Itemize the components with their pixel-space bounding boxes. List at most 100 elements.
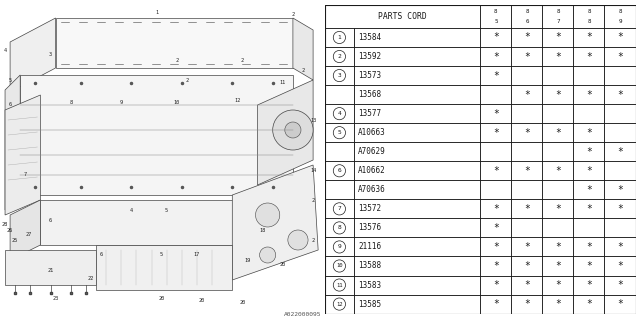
Text: *: * xyxy=(493,128,499,138)
Bar xyxy=(480,5,511,28)
Bar xyxy=(543,47,573,66)
Text: 2: 2 xyxy=(312,237,315,243)
Bar xyxy=(543,28,573,47)
Text: 11: 11 xyxy=(280,79,286,84)
Bar xyxy=(511,104,543,123)
Bar xyxy=(573,237,605,256)
Text: 12: 12 xyxy=(336,301,342,307)
Text: *: * xyxy=(617,299,623,309)
Bar xyxy=(605,123,636,142)
Bar xyxy=(354,142,480,161)
Bar xyxy=(325,161,354,180)
Text: 2: 2 xyxy=(301,68,305,73)
Bar xyxy=(543,66,573,85)
Bar xyxy=(325,123,354,142)
Bar xyxy=(511,218,543,237)
Bar xyxy=(354,28,480,47)
Bar xyxy=(354,47,480,66)
Bar xyxy=(543,256,573,276)
Text: 8: 8 xyxy=(69,100,72,105)
Text: 8: 8 xyxy=(494,9,497,14)
Text: 20: 20 xyxy=(239,300,246,305)
Polygon shape xyxy=(96,245,232,290)
Bar xyxy=(543,180,573,199)
Bar xyxy=(354,218,480,237)
Text: *: * xyxy=(586,280,592,290)
Bar xyxy=(511,28,543,47)
Text: *: * xyxy=(493,280,499,290)
Bar xyxy=(325,142,354,161)
Bar xyxy=(573,85,605,104)
Text: *: * xyxy=(493,204,499,214)
Text: *: * xyxy=(524,204,530,214)
Polygon shape xyxy=(10,200,40,260)
Text: 8: 8 xyxy=(618,9,621,14)
Text: 26: 26 xyxy=(7,228,13,233)
Bar xyxy=(573,256,605,276)
Bar xyxy=(480,47,511,66)
Text: 10: 10 xyxy=(336,263,342,268)
Bar xyxy=(573,218,605,237)
Circle shape xyxy=(260,247,276,263)
Text: 2: 2 xyxy=(186,77,188,83)
Text: 13583: 13583 xyxy=(358,281,381,290)
Text: *: * xyxy=(524,52,530,61)
Text: 4: 4 xyxy=(337,111,341,116)
Text: 4: 4 xyxy=(3,47,6,52)
Text: *: * xyxy=(586,242,592,252)
Bar xyxy=(480,66,511,85)
Text: *: * xyxy=(493,71,499,81)
Bar xyxy=(480,85,511,104)
Text: *: * xyxy=(586,261,592,271)
Text: *: * xyxy=(493,52,499,61)
Bar xyxy=(511,142,543,161)
Text: 2: 2 xyxy=(337,54,341,59)
Text: 28: 28 xyxy=(2,222,8,228)
Text: 22: 22 xyxy=(88,276,94,281)
Text: *: * xyxy=(555,166,561,176)
Bar xyxy=(511,180,543,199)
Text: 13584: 13584 xyxy=(358,33,381,42)
Text: 6: 6 xyxy=(8,102,12,108)
Text: *: * xyxy=(555,52,561,61)
Text: *: * xyxy=(586,90,592,100)
Bar xyxy=(354,66,480,85)
Bar xyxy=(511,256,543,276)
Bar xyxy=(511,85,543,104)
Text: *: * xyxy=(493,223,499,233)
Bar xyxy=(543,294,573,314)
Bar xyxy=(354,161,480,180)
Text: *: * xyxy=(617,280,623,290)
Bar xyxy=(325,66,354,85)
Bar xyxy=(605,237,636,256)
Text: *: * xyxy=(524,299,530,309)
Bar xyxy=(605,85,636,104)
Text: 12: 12 xyxy=(234,98,241,102)
Bar xyxy=(605,142,636,161)
Text: 3: 3 xyxy=(49,52,52,58)
Text: *: * xyxy=(586,128,592,138)
Bar xyxy=(325,180,354,199)
Polygon shape xyxy=(257,80,313,185)
Bar xyxy=(325,85,354,104)
Bar xyxy=(573,294,605,314)
Text: *: * xyxy=(493,242,499,252)
Bar xyxy=(543,276,573,294)
Text: 8: 8 xyxy=(525,9,529,14)
Bar xyxy=(325,237,354,256)
Text: *: * xyxy=(524,261,530,271)
Bar xyxy=(605,256,636,276)
Bar xyxy=(511,237,543,256)
Text: 5: 5 xyxy=(494,19,497,23)
Text: 17: 17 xyxy=(194,252,200,258)
Bar xyxy=(573,47,605,66)
Text: 2: 2 xyxy=(241,58,244,62)
Text: 13588: 13588 xyxy=(358,261,381,270)
Bar xyxy=(573,161,605,180)
Text: PARTS CORD: PARTS CORD xyxy=(378,12,427,21)
Text: 7: 7 xyxy=(556,19,559,23)
Text: 14: 14 xyxy=(310,167,316,172)
Text: 10: 10 xyxy=(173,100,180,105)
Text: A10662: A10662 xyxy=(358,166,386,175)
Polygon shape xyxy=(5,75,20,210)
